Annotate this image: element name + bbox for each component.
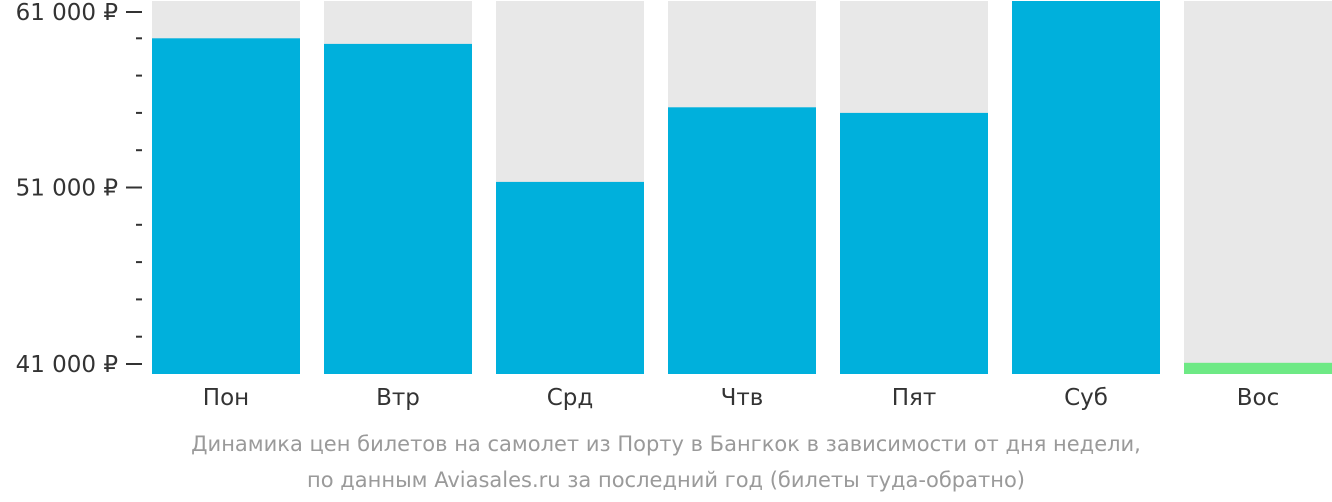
bar-3 bbox=[496, 181, 644, 374]
chart-caption-line-1: Динамика цен билетов на самолет из Порту… bbox=[191, 432, 1141, 456]
x-tick-label: Срд bbox=[547, 385, 594, 411]
bar-5 bbox=[840, 112, 988, 375]
y-tick-label: 41 000 ₽ bbox=[16, 352, 118, 378]
bar-4 bbox=[668, 107, 816, 375]
bar-7 bbox=[1184, 362, 1332, 374]
price-chart: Пон Втр Срд Чтв Пят Суб Вос 41 000 ₽ 51 000 ₽ 61 … bbox=[16, 0, 1332, 411]
y-tick-label: 51 000 ₽ bbox=[16, 176, 118, 202]
x-tick-label: Втр bbox=[376, 385, 420, 411]
chart-caption-line-2: по данным Aviasales.ru за последний год … bbox=[307, 468, 1025, 492]
x-tick-label: Суб bbox=[1064, 385, 1108, 411]
x-tick-label: Вос bbox=[1237, 385, 1280, 411]
bar-2 bbox=[324, 43, 472, 375]
bar-1 bbox=[152, 38, 300, 375]
y-tick-label: 61 000 ₽ bbox=[16, 0, 118, 26]
x-tick-label: Пон bbox=[203, 385, 249, 411]
bar-background bbox=[1184, 1, 1332, 374]
x-tick-label: Чтв bbox=[721, 385, 764, 411]
bar-6 bbox=[1012, 1, 1160, 374]
x-tick-label: Пят bbox=[892, 385, 937, 411]
